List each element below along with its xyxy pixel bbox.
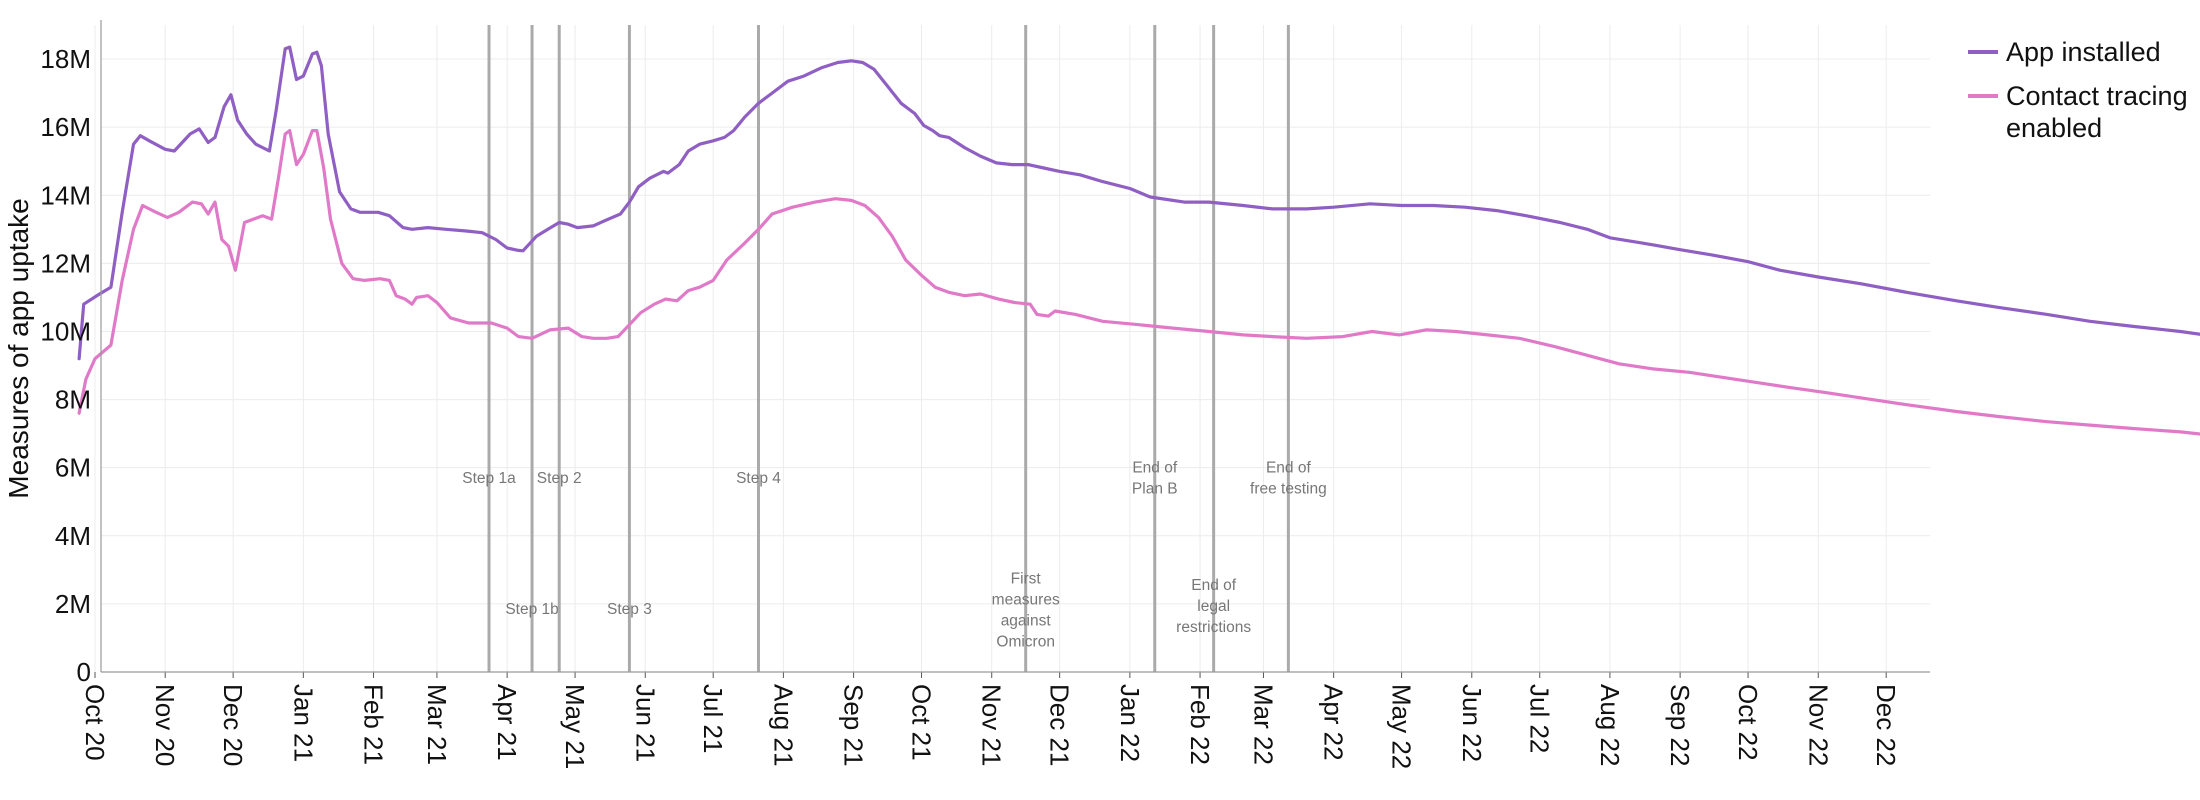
x-tick-label: Feb 21 bbox=[359, 684, 389, 765]
legend-label: Contact tracing enabled bbox=[2006, 81, 2188, 143]
event-label: Step 4 bbox=[736, 470, 781, 487]
event-label: Step 2 bbox=[537, 470, 582, 487]
x-tick-label: Oct 20 bbox=[80, 684, 110, 761]
x-tick-label: May 21 bbox=[560, 684, 590, 769]
x-tick-label: Sep 22 bbox=[1665, 684, 1695, 766]
series-line-contact-tracing-enabled bbox=[77, 129, 2200, 436]
x-tick-label: Jul 22 bbox=[1525, 684, 1555, 753]
event-label: End of legal restrictions bbox=[1176, 577, 1251, 636]
event-label: First measures against Omicron bbox=[992, 570, 1060, 650]
event-annotations: Step 1a Step 1b Step 2 Step 3 Step 4 First mea… bbox=[462, 25, 1327, 672]
event-label: End of free testing bbox=[1250, 460, 1327, 498]
y-tick-label: 16M bbox=[40, 112, 91, 142]
x-tick-label: Nov 22 bbox=[1803, 684, 1833, 766]
x-tick-label: Jun 21 bbox=[630, 684, 660, 762]
x-tick-label: Apr 22 bbox=[1319, 684, 1349, 761]
y-tick-label: 2M bbox=[55, 589, 91, 619]
y-tick-label: 12M bbox=[40, 248, 91, 278]
event-label: End of Plan B bbox=[1132, 460, 1178, 498]
legend-label: App installed bbox=[2006, 37, 2161, 67]
axes: 0 2M 4M 6M 8M 10M 12M 14M 16M 18M Oct 20 Nov 20 Dec … bbox=[40, 20, 1930, 769]
y-tick-label: 10M bbox=[40, 316, 91, 346]
x-tick-label: Jan 22 bbox=[1115, 684, 1145, 762]
x-tick-label: Mar 21 bbox=[422, 684, 452, 765]
y-tick-label: 6M bbox=[55, 453, 91, 483]
series-lines bbox=[77, 45, 2200, 436]
y-tick-label: 0 bbox=[77, 657, 91, 687]
grid bbox=[94, 25, 1930, 672]
y-tick-label: 18M bbox=[40, 44, 91, 74]
x-tick-label: Jul 21 bbox=[698, 684, 728, 753]
series-line-app-installed bbox=[77, 45, 2200, 361]
y-tick-label: 14M bbox=[40, 180, 91, 210]
x-tick-label: Nov 20 bbox=[150, 684, 180, 766]
x-tick-label: Sep 21 bbox=[839, 684, 869, 766]
x-tick-label: Dec 20 bbox=[218, 684, 248, 766]
x-tick-label: Oct 22 bbox=[1733, 684, 1763, 761]
x-tick-label: Dec 21 bbox=[1045, 684, 1075, 766]
event-label: Step 1a bbox=[462, 470, 516, 487]
x-tick-label: Oct 21 bbox=[907, 684, 937, 761]
x-tick-label: Mar 22 bbox=[1248, 684, 1278, 765]
x-tick-label: Feb 22 bbox=[1185, 684, 1215, 765]
legend: App installed Contact tracing enabled bbox=[1968, 37, 2188, 143]
event-label: Step 3 bbox=[607, 601, 652, 618]
y-axis-title: Measures of app uptake bbox=[3, 198, 34, 498]
y-tick-label: 4M bbox=[55, 521, 91, 551]
x-tick-label: Dec 22 bbox=[1871, 684, 1901, 766]
x-tick-label: Nov 21 bbox=[977, 684, 1007, 766]
y-tick-label: 8M bbox=[55, 385, 91, 415]
x-tick-label: Aug 22 bbox=[1595, 684, 1625, 766]
x-tick-label: Apr 21 bbox=[492, 684, 522, 761]
x-tick-label: May 22 bbox=[1387, 684, 1417, 769]
x-tick-label: Aug 21 bbox=[768, 684, 798, 766]
x-tick-label: Jan 21 bbox=[288, 684, 318, 762]
x-tick-label: Jun 22 bbox=[1457, 684, 1487, 762]
event-label: Step 1b bbox=[505, 601, 558, 618]
